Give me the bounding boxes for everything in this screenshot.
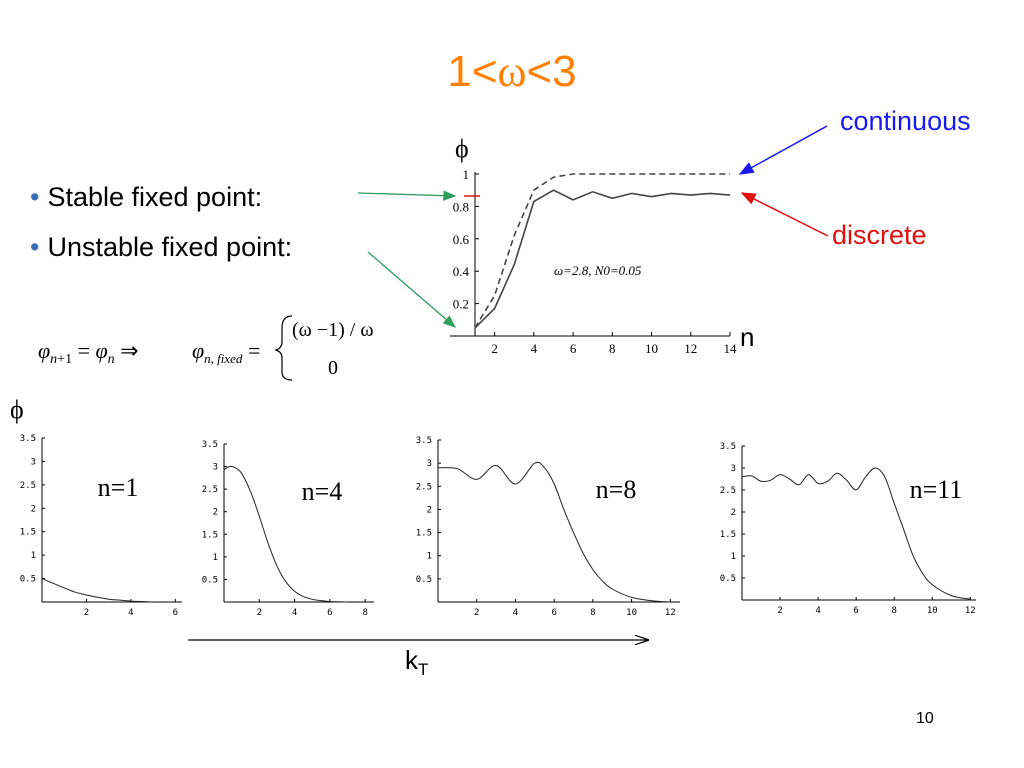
main-x-tick-label: 10 [645, 341, 658, 356]
main-y-tick-label: 0.6 [453, 232, 470, 247]
small-x-tick-label: 2 [257, 608, 262, 618]
small-x-tick-label: 4 [128, 608, 133, 618]
kt-arrow [188, 630, 656, 650]
small-y-tick-label: 0.5 [202, 575, 218, 585]
curve-n=8 [437, 461, 671, 603]
slide-title: 1<ω<3 [0, 46, 1024, 97]
small-x-tick-label: 2 [474, 608, 479, 618]
small-x-tick-label: 4 [292, 608, 297, 618]
title-omega: ω [497, 47, 527, 96]
small-x-tick-label: 8 [891, 606, 896, 616]
small-y-tick-label: 1 [213, 553, 218, 563]
title-suffix: <3 [526, 47, 577, 96]
small-y-tick-label: 3.5 [720, 442, 736, 452]
discrete-pointer-arrow [740, 192, 829, 237]
main-y-tick-label: 0.4 [453, 264, 470, 279]
bottom-y-label: ϕ [10, 395, 24, 424]
plot-label: n=4 [302, 477, 343, 506]
equation-case2: 0 [328, 357, 338, 379]
small-y-tick-label: 2.5 [720, 486, 736, 496]
equation-case1: (ω −1) / ω [292, 319, 373, 341]
small-x-tick-label: 6 [173, 608, 178, 618]
small-x-tick-label: 6 [551, 608, 556, 618]
small-y-tick-label: 3 [31, 457, 36, 467]
small-x-tick-label: 8 [590, 608, 595, 618]
title-prefix: 1< [447, 47, 498, 96]
continuous-label: continuous [840, 106, 971, 136]
plot-label: n=8 [596, 475, 637, 504]
main-x-tick-label: 6 [570, 341, 577, 356]
small-y-tick-label: 2 [31, 504, 36, 514]
main-x-tick-label: 2 [491, 341, 498, 356]
small-y-tick-label: 0.5 [416, 575, 432, 585]
small-x-tick-label: 4 [815, 606, 820, 616]
main-x-tick-label: 14 [724, 341, 738, 356]
small-x-tick-label: 4 [513, 608, 518, 618]
kt-label: kT [405, 645, 429, 680]
curve-n=11 [741, 467, 971, 600]
svg-text:φn+1 = φn ⇒: φn+1 = φn ⇒ [38, 338, 139, 367]
main-plot-y-label: ϕ [455, 134, 469, 163]
small-y-tick-label: 1.5 [202, 530, 218, 540]
main-x-tick-label: 12 [684, 341, 697, 356]
small-x-tick-label: 10 [927, 606, 938, 616]
bullet-stable: Stable fixed point: [30, 182, 262, 213]
small-y-tick-label: 3 [427, 459, 432, 469]
plot-n11: 0.5 1 1.5 2 2.5 3 3.5 2 4 6 8 10 12 n=11 [720, 442, 976, 616]
small-y-tick-label: 1.5 [720, 530, 736, 540]
small-y-tick-label: 1 [731, 552, 736, 562]
main-x-tick-label: 8 [609, 341, 616, 356]
small-x-tick-label: 10 [626, 608, 637, 618]
small-y-tick-label: 3.5 [202, 440, 218, 450]
main-y-tick-label: 0.8 [453, 199, 469, 214]
main-plot-x-label: n [740, 322, 755, 352]
small-x-tick-label: 2 [777, 606, 782, 616]
plot-n8: 0.5 1 1.5 2 2.5 3 3.5 2 4 6 8 10 12 n=8 [416, 436, 680, 618]
small-y-tick-label: 1 [31, 551, 36, 561]
plot-label: n=1 [98, 473, 139, 502]
small-x-tick-label: 12 [965, 606, 976, 616]
small-y-tick-label: 3 [213, 463, 218, 473]
small-y-tick-label: 3.5 [20, 434, 36, 444]
small-y-tick-label: 1.5 [20, 528, 36, 538]
discrete-label: discrete [832, 220, 927, 250]
small-x-tick-label: 12 [665, 608, 676, 618]
small-y-tick-label: 2.5 [202, 485, 218, 495]
small-y-tick-label: 0.5 [20, 575, 36, 585]
small-y-tick-label: 2.5 [416, 482, 432, 492]
bullet-unstable: Unstable fixed point: [30, 232, 292, 263]
small-y-tick-label: 2 [213, 508, 218, 518]
plot-n1: 0.5 1 1.5 2 2.5 3 3.5 2 4 6 n=1 [20, 434, 182, 618]
plot-label: n=11 [910, 475, 963, 504]
main-plot: ω=2.8, N0=0.05 0.20.40.60.812 4 6 8 10 12 14 [450, 167, 738, 356]
fixed-point-equation: φn+1 = φn ⇒ φn, fixed = (ω −1) / ω 0 [38, 315, 373, 381]
small-y-tick-label: 2 [731, 508, 736, 518]
continuous-pointer-arrow [738, 125, 828, 175]
main-x-tick-label: 4 [531, 341, 538, 356]
small-x-tick-label: 6 [853, 606, 858, 616]
small-y-tick-label: 1.5 [416, 529, 432, 539]
small-y-tick-label: 3.5 [416, 436, 432, 446]
small-x-tick-label: 8 [362, 608, 367, 618]
series-discrete [474, 189, 731, 329]
plot-n4: 0.5 1 1.5 2 2.5 3 3.5 2 4 6 8 n=4 [202, 440, 374, 618]
small-y-tick-label: 2.5 [20, 481, 36, 491]
page-number: 10 [916, 710, 934, 727]
main-plot-annotation: ω=2.8, N0=0.05 [554, 263, 642, 278]
small-x-tick-label: 2 [84, 608, 89, 618]
curve-n=1 [41, 578, 154, 603]
small-x-tick-label: 6 [327, 608, 332, 618]
small-y-tick-label: 0.5 [720, 574, 736, 584]
small-y-tick-label: 3 [731, 464, 736, 474]
series-continuous [474, 173, 730, 329]
main-y-tick-label: 1 [463, 167, 470, 182]
main-y-tick-label: 0.2 [453, 297, 469, 312]
small-y-tick-label: 2 [427, 505, 432, 515]
svg-text:φn, fixed =: φn, fixed = [192, 338, 260, 366]
small-y-tick-label: 1 [427, 552, 432, 562]
curve-n=4 [223, 465, 348, 603]
